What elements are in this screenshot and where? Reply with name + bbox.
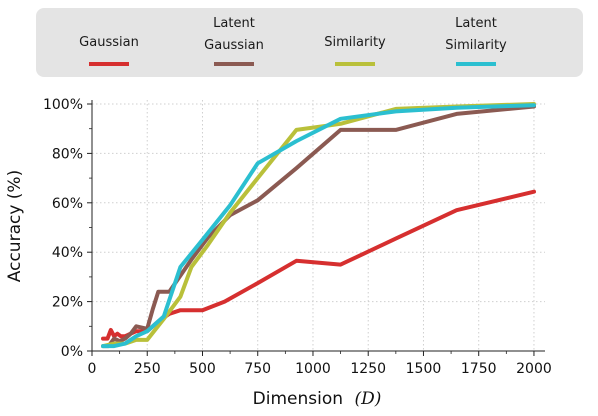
legend-label-latent-similarity-line1: Latent bbox=[455, 16, 497, 31]
series-line-latent-gaussian bbox=[101, 104, 536, 349]
x-tick-label-6: 1500 bbox=[406, 361, 442, 377]
legend-label-gaussian: Gaussian bbox=[79, 35, 139, 50]
x-axis-label-text: Dimension bbox=[253, 389, 343, 409]
x-tick-label-5: 1250 bbox=[350, 361, 386, 377]
series-line-latent-similarity bbox=[101, 103, 536, 349]
x-tick-label-3: 750 bbox=[244, 361, 271, 377]
y-tick-label-2: 40% bbox=[52, 245, 83, 261]
axes bbox=[87, 100, 545, 356]
x-axis-label-symbol: (D) bbox=[354, 389, 381, 409]
x-tick-label-1: 250 bbox=[134, 361, 161, 377]
tick-labels: 0% 20% 40% 60% 80% 100% 0 250 500 750 1000 1250 1500… bbox=[43, 97, 552, 377]
x-tick-label-8: 2000 bbox=[516, 361, 552, 377]
y-tick-label-5: 100% bbox=[43, 97, 83, 113]
legend-label-latent-similarity-line2: Similarity bbox=[445, 38, 507, 53]
legend-label-similarity: Similarity bbox=[324, 35, 386, 50]
y-tick-label-3: 60% bbox=[52, 196, 83, 212]
x-tick-label-7: 1750 bbox=[461, 361, 497, 377]
x-tick-label-2: 500 bbox=[189, 361, 216, 377]
grid bbox=[91, 100, 545, 352]
legend: Gaussian Latent Gaussian Similarity Latent Si… bbox=[36, 8, 583, 77]
x-axis-label: Dimension (D) bbox=[253, 389, 382, 409]
x-tick-label-4: 1000 bbox=[295, 361, 331, 377]
y-tick-label-4: 80% bbox=[52, 146, 83, 162]
series-layer bbox=[101, 102, 536, 349]
y-tick-label-0: 0% bbox=[61, 344, 83, 360]
x-tick-label-0: 0 bbox=[88, 361, 97, 377]
y-axis-label: Accuracy (%) bbox=[5, 170, 25, 282]
y-tick-label-1: 20% bbox=[52, 295, 83, 311]
legend-label-latent-gaussian-line1: Latent bbox=[213, 16, 255, 31]
legend-label-latent-gaussian-line2: Gaussian bbox=[204, 38, 264, 53]
legend-background bbox=[36, 8, 583, 77]
